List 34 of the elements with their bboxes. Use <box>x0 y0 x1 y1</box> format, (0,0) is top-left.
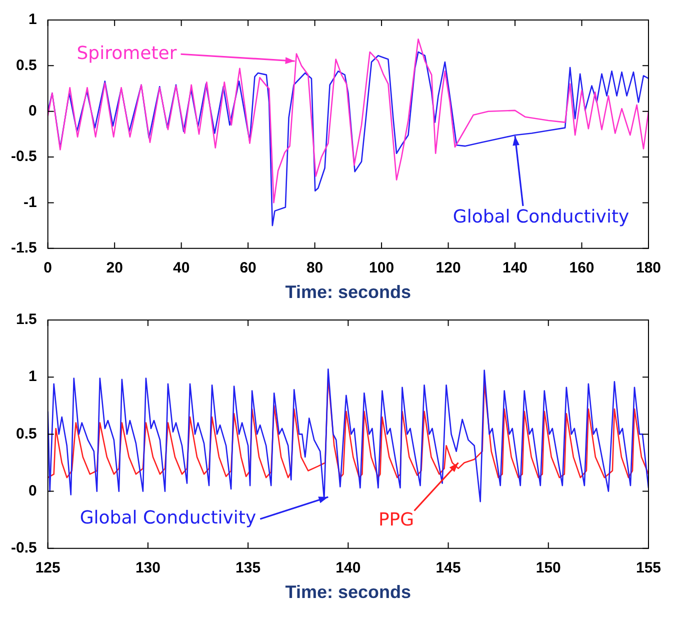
y-tick-label: 1 <box>28 11 37 28</box>
annotation: Spirometer <box>76 42 178 64</box>
y-tick-label: 0.5 <box>16 56 37 74</box>
y-tick-label: 0.5 <box>16 425 37 442</box>
x-tick-label: 140 <box>502 260 528 277</box>
x-tick-label: 60 <box>240 260 256 277</box>
x-tick-label: 140 <box>336 560 361 577</box>
x-axis-title: Time: seconds <box>285 282 412 302</box>
y-tick-label: 1 <box>28 368 37 386</box>
x-tick-label: 100 <box>369 260 394 277</box>
x-tick-label: 0 <box>44 260 52 277</box>
x-tick-label: 180 <box>636 260 661 277</box>
x-tick-label: 135 <box>236 560 261 577</box>
x-tick-label: 150 <box>536 560 561 577</box>
annotation: Global Conductivity <box>80 508 256 529</box>
y-tick-label: -0.5 <box>10 540 37 557</box>
y-tick-label: 0 <box>28 102 37 120</box>
annotation: Global Conductivity <box>452 206 630 228</box>
x-tick-label: 125 <box>35 560 60 577</box>
x-tick-label: 20 <box>106 260 123 277</box>
y-tick-label: -0.5 <box>10 148 37 166</box>
annotation: PPG <box>378 509 414 530</box>
y-tick-label: 1.5 <box>16 311 37 328</box>
x-tick-label: 155 <box>636 560 661 577</box>
y-tick-label: -1 <box>24 194 37 211</box>
x-tick-label: 120 <box>436 260 461 277</box>
x-tick-label: 145 <box>436 560 461 577</box>
y-tick-label: 0 <box>28 482 37 500</box>
x-tick-label: 40 <box>172 260 190 277</box>
x-tick-label: 130 <box>135 560 160 577</box>
y-tick-label: -1.5 <box>10 240 37 257</box>
x-tick-label: 160 <box>569 260 594 277</box>
x-axis-title: Time: seconds <box>285 582 412 602</box>
x-tick-label: 80 <box>306 260 324 277</box>
